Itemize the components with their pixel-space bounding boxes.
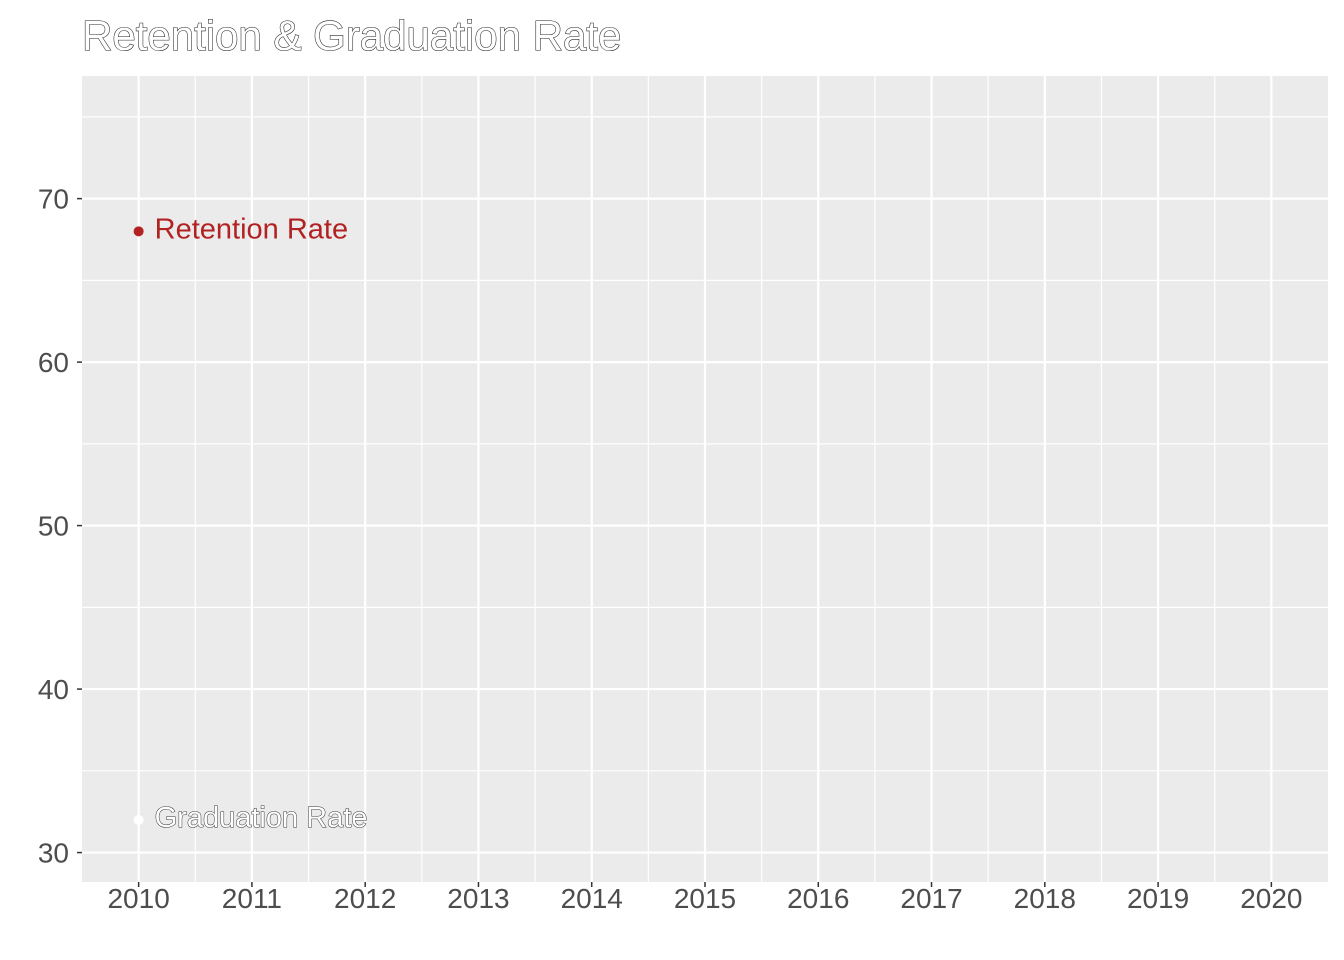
y-axis: 30 40 50 60 70 xyxy=(38,184,82,869)
x-tick-label: 2020 xyxy=(1240,883,1302,914)
y-tick-label: 70 xyxy=(38,184,69,215)
x-tick-label: 2013 xyxy=(447,883,509,914)
series-layer: Retention Rate Graduation Rate xyxy=(133,213,368,834)
x-tick-label: 2018 xyxy=(1014,883,1076,914)
grid-major xyxy=(82,76,1328,882)
x-tick-label: 2011 xyxy=(222,883,282,914)
chart-title: Retention & Graduation Rate xyxy=(82,12,621,59)
x-tick-label: 2012 xyxy=(334,883,396,914)
series-label: Retention Rate xyxy=(155,213,348,245)
series-point xyxy=(133,814,144,825)
x-tick-label: 2015 xyxy=(674,883,736,914)
x-tick-label: 2014 xyxy=(561,883,623,914)
series-label: Graduation Rate xyxy=(155,802,368,834)
x-tick-label: 2017 xyxy=(900,883,962,914)
x-tick-label: 2016 xyxy=(787,883,849,914)
x-axis: 2010 2011 2012 2013 2014 2015 2016 2017 2018 2019… xyxy=(107,882,1303,914)
series-point xyxy=(133,226,144,237)
y-tick-label: 40 xyxy=(38,674,69,705)
x-tick-label: 2019 xyxy=(1127,883,1189,914)
x-tick-label: 2010 xyxy=(107,883,169,914)
y-tick-label: 50 xyxy=(38,511,69,542)
y-tick-label: 30 xyxy=(38,838,69,869)
y-tick-label: 60 xyxy=(38,347,69,378)
